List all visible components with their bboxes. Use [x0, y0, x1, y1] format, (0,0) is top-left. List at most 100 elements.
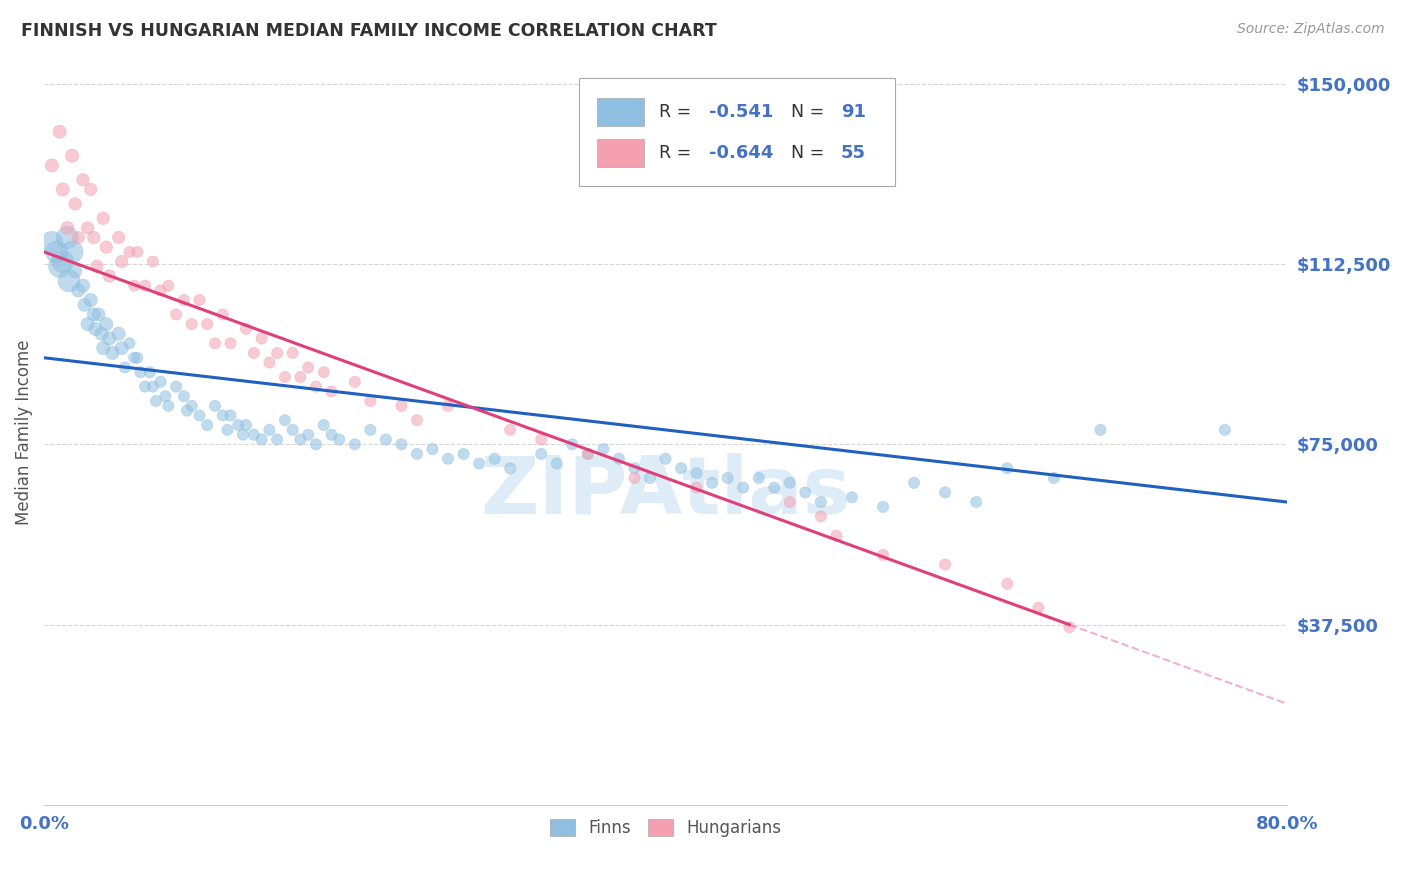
- Text: R =: R =: [659, 103, 697, 120]
- Text: R =: R =: [659, 144, 697, 161]
- Point: [76, 221, 98, 235]
- Point: [748, 471, 770, 485]
- Point: [219, 336, 242, 351]
- Point: [188, 293, 211, 307]
- Legend: Finns, Hungarians: Finns, Hungarians: [541, 810, 789, 845]
- Text: N =: N =: [792, 144, 830, 161]
- Point: [484, 451, 506, 466]
- Point: [297, 427, 319, 442]
- Point: [114, 360, 136, 375]
- Point: [98, 332, 121, 346]
- Point: [359, 394, 381, 409]
- Point: [87, 308, 110, 322]
- Point: [90, 326, 112, 341]
- Point: [45, 244, 67, 259]
- Point: [546, 457, 568, 471]
- Point: [235, 418, 257, 433]
- Point: [638, 471, 661, 485]
- Text: -0.541: -0.541: [709, 103, 773, 120]
- Point: [437, 451, 460, 466]
- Point: [111, 341, 134, 355]
- Point: [72, 278, 94, 293]
- Point: [250, 433, 273, 447]
- Point: [142, 379, 165, 393]
- Point: [1059, 620, 1081, 634]
- Point: [118, 244, 141, 259]
- Point: [995, 461, 1018, 475]
- Point: [211, 308, 233, 322]
- Point: [243, 346, 266, 360]
- Point: [592, 442, 614, 457]
- FancyBboxPatch shape: [598, 97, 644, 126]
- Text: FINNISH VS HUNGARIAN MEDIAN FAMILY INCOME CORRELATION CHART: FINNISH VS HUNGARIAN MEDIAN FAMILY INCOM…: [21, 22, 717, 40]
- Point: [391, 437, 413, 451]
- Point: [607, 451, 630, 466]
- Point: [80, 182, 103, 196]
- Point: [226, 418, 249, 433]
- Point: [101, 346, 124, 360]
- Point: [122, 351, 145, 365]
- Point: [530, 433, 553, 447]
- Point: [91, 341, 114, 355]
- Point: [173, 293, 195, 307]
- Point: [810, 509, 832, 524]
- Point: [86, 260, 108, 274]
- Point: [328, 433, 350, 447]
- Point: [48, 125, 70, 139]
- Point: [180, 399, 202, 413]
- Point: [67, 284, 90, 298]
- Point: [406, 413, 429, 427]
- Point: [67, 230, 90, 244]
- Point: [779, 475, 801, 490]
- Point: [406, 447, 429, 461]
- FancyBboxPatch shape: [578, 78, 896, 186]
- Point: [134, 278, 156, 293]
- Point: [60, 244, 83, 259]
- FancyBboxPatch shape: [598, 138, 644, 167]
- Text: -0.644: -0.644: [709, 144, 773, 161]
- Point: [290, 433, 312, 447]
- Point: [274, 413, 297, 427]
- Point: [76, 317, 98, 331]
- Point: [180, 317, 202, 331]
- Point: [83, 308, 105, 322]
- Point: [142, 254, 165, 268]
- Text: ZIPAtlas: ZIPAtlas: [479, 453, 851, 531]
- Point: [134, 379, 156, 393]
- Point: [204, 336, 226, 351]
- Point: [107, 326, 129, 341]
- Point: [1213, 423, 1236, 437]
- Point: [259, 423, 281, 437]
- Point: [934, 485, 956, 500]
- Point: [165, 379, 187, 393]
- Point: [58, 274, 80, 288]
- Point: [685, 466, 707, 480]
- Point: [576, 447, 599, 461]
- Point: [290, 370, 312, 384]
- Point: [176, 403, 198, 417]
- Point: [422, 442, 444, 457]
- Y-axis label: Median Family Income: Median Family Income: [15, 340, 32, 525]
- Point: [312, 418, 335, 433]
- Point: [763, 481, 786, 495]
- Point: [127, 351, 149, 365]
- Point: [107, 230, 129, 244]
- Point: [127, 244, 149, 259]
- Point: [654, 451, 676, 466]
- Point: [274, 370, 297, 384]
- Point: [157, 399, 180, 413]
- Point: [155, 389, 177, 403]
- Point: [188, 409, 211, 423]
- Point: [195, 418, 218, 433]
- Point: [576, 447, 599, 461]
- Point: [1043, 471, 1066, 485]
- Point: [111, 254, 134, 268]
- Point: [825, 529, 848, 543]
- Point: [343, 375, 366, 389]
- Point: [810, 495, 832, 509]
- Point: [872, 500, 894, 514]
- Point: [41, 158, 63, 172]
- Point: [243, 427, 266, 442]
- Point: [48, 260, 70, 274]
- Point: [717, 471, 740, 485]
